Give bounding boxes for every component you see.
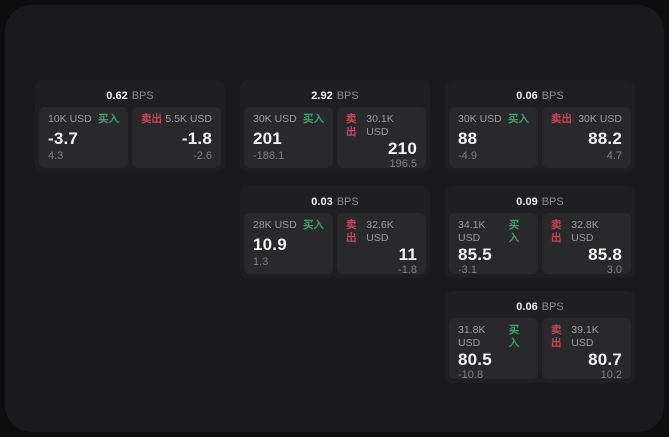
buy-delta: -4.9 [458,150,477,162]
sell-tile[interactable]: 卖出 30K USD 88.2 4.7 [542,107,631,168]
sell-delta: 4.7 [606,150,622,162]
sell-size: 32.8K USD [571,219,599,244]
price-panels: 30K USD 买入 201 -188.1 卖出 30.1K USD 210 1… [244,107,426,170]
sell-price: 88.2 [588,128,622,148]
bps-value: 0.09 [516,195,538,208]
sell-size: 32.6K USD [366,219,394,244]
sell-side-label: 卖出 [551,113,572,125]
bps-unit-label: BPS [541,300,564,313]
sell-tile[interactable]: 卖出 32.8K USD 85.8 3.0 [542,213,631,276]
quote-card-1: 0.62 BPS 10K USD 买入 -3.7 4.3 卖出 5.5K USD [35,80,225,172]
sell-side-label: 卖出 [551,324,562,349]
buy-tile[interactable]: 28K USD 买入 10.9 1.3 [244,213,333,274]
buy-price: 201 [253,128,282,148]
quote-card-4: 0.03 BPS 28K USD 买入 10.9 1.3 卖出 32.6K US… [240,186,430,278]
buy-tile[interactable]: 30K USD 买入 88 -4.9 [449,107,538,168]
bps-unit-label: BPS [541,195,564,208]
bps-unit-label: BPS [336,195,359,208]
card-header: 0.03 BPS [244,190,426,213]
price-panels: 30K USD 买入 88 -4.9 卖出 30K USD 88.2 4.7 [449,107,631,168]
sell-size: 30.1K USD [366,113,394,138]
bps-value: 0.62 [106,89,128,102]
sell-size: 5.5K USD [165,113,212,125]
buy-size: 30K USD [458,113,502,125]
sell-tile[interactable]: 卖出 30.1K USD 210 196.5 [337,107,426,170]
buy-side-label: 买入 [508,113,529,125]
buy-side-label: 买入 [98,113,119,125]
sell-delta: -2.6 [193,150,212,162]
buy-side-label: 买入 [303,113,324,125]
sell-price: -1.8 [181,128,212,148]
sell-price: 11 [398,245,417,264]
sell-size: 39.1K USD [571,324,599,349]
bps-unit-label: BPS [131,89,154,102]
sell-delta: 10.2 [600,369,622,381]
buy-size: 34.1K USD [458,219,486,244]
sell-price: 210 [388,139,417,158]
buy-size: 31.8K USD [458,324,486,349]
sell-price: 80.7 [588,350,622,369]
sell-side-label: 卖出 [551,219,562,244]
sell-tile[interactable]: 卖出 32.6K USD 11 -1.8 [337,213,426,276]
bps-value: 0.06 [516,300,538,313]
price-panels: 28K USD 买入 10.9 1.3 卖出 32.6K USD 11 -1.8 [244,213,426,276]
buy-delta: 4.3 [48,150,64,162]
price-panels: 31.8K USD 买入 80.5 -10.8 卖出 39.1K USD 80.… [449,318,631,381]
sell-tile[interactable]: 卖出 39.1K USD 80.7 10.2 [542,318,631,381]
buy-delta: -3.1 [458,264,477,276]
sell-delta: 3.0 [606,264,622,276]
bps-value: 2.92 [311,89,333,102]
bps-unit-label: BPS [336,89,359,102]
card-header: 0.09 BPS [449,190,631,213]
buy-side-label: 买入 [508,219,520,244]
buy-size: 10K USD [48,113,92,125]
buy-tile[interactable]: 34.1K USD 买入 85.5 -3.1 [449,213,538,276]
price-panels: 10K USD 买入 -3.7 4.3 卖出 5.5K USD -1.8 -2.… [39,107,221,168]
card-header: 0.62 BPS [39,84,221,107]
buy-size: 28K USD [253,219,297,231]
sell-delta: -1.8 [398,264,417,276]
quote-card-3: 0.06 BPS 30K USD 买入 88 -4.9 卖出 30K USD [445,80,635,172]
sell-size: 30K USD [578,113,622,125]
buy-side-label: 买入 [508,324,520,349]
card-header: 0.06 BPS [449,84,631,107]
sell-side-label: 卖出 [346,219,357,244]
buy-price: 88 [458,128,478,148]
quote-card-2: 2.92 BPS 30K USD 买入 201 -188.1 卖出 30.1K … [240,80,430,172]
bps-value: 0.06 [516,89,538,102]
quote-card-5: 0.09 BPS 34.1K USD 买入 85.5 -3.1 卖出 32.8K… [445,186,635,278]
sell-side-label: 卖出 [346,113,357,138]
sell-side-label: 卖出 [141,113,162,125]
buy-delta: -10.8 [458,369,484,381]
sell-price: 85.8 [588,245,622,264]
buy-tile[interactable]: 30K USD 买入 201 -188.1 [244,107,333,168]
buy-delta: -188.1 [253,150,285,162]
card-header: 2.92 BPS [244,84,426,107]
buy-side-label: 买入 [303,219,324,231]
buy-price: 80.5 [458,350,492,369]
buy-price: 85.5 [458,245,492,264]
buy-tile[interactable]: 10K USD 买入 -3.7 4.3 [39,107,128,168]
buy-delta: 1.3 [253,256,269,268]
app-window: 0.62 BPS 10K USD 买入 -3.7 4.3 卖出 5.5K USD [5,5,664,432]
buy-tile[interactable]: 31.8K USD 买入 80.5 -10.8 [449,318,538,381]
bps-value: 0.03 [311,195,333,208]
buy-price: 10.9 [253,234,287,254]
buy-price: -3.7 [48,128,79,148]
sell-tile[interactable]: 卖出 5.5K USD -1.8 -2.6 [132,107,221,168]
price-panels: 34.1K USD 买入 85.5 -3.1 卖出 32.8K USD 85.8… [449,213,631,276]
buy-size: 30K USD [253,113,297,125]
card-header: 0.06 BPS [449,295,631,318]
quote-card-6: 0.06 BPS 31.8K USD 买入 80.5 -10.8 卖出 39.1… [445,291,635,383]
sell-delta: 196.5 [389,158,417,170]
bps-unit-label: BPS [541,89,564,102]
